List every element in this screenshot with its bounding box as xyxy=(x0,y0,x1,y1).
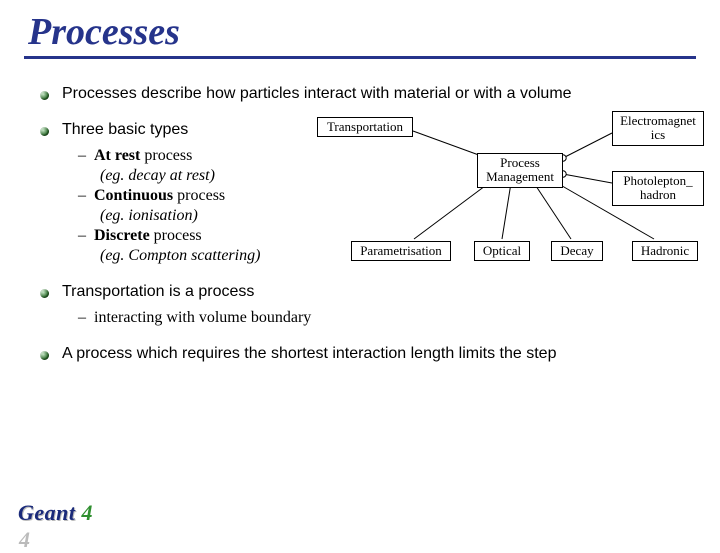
bullet-text: Transportation is a process xyxy=(62,283,254,300)
diagram-node-hadronic: Hadronic xyxy=(632,241,698,261)
sub-bold: Continuous xyxy=(94,187,173,204)
sub-bold: At rest xyxy=(94,147,140,164)
logo-brand: Geant xyxy=(18,500,76,525)
diagram-node-electromagnetics: Electromagnetics xyxy=(612,111,704,146)
diagram-node-decay: Decay xyxy=(551,241,603,261)
bullet-text: Processes describe how particles interac… xyxy=(62,85,572,102)
diagram-node-process-mgmt: ProcessManagement xyxy=(477,153,563,188)
sub-tail: process xyxy=(173,187,225,204)
process-diagram: Transportation Electromagnetics ProcessMan… xyxy=(309,111,704,321)
bullet-item: Processes describe how particles interac… xyxy=(40,85,696,103)
diagram-node-photolepton: Photolepton_hadron xyxy=(612,171,704,206)
sub-tail: interacting with volume boundary xyxy=(94,309,311,326)
diagram-node-optical: Optical xyxy=(474,241,530,261)
sub-bold: Discrete xyxy=(94,227,150,244)
diagram-node-transportation: Transportation xyxy=(317,117,413,137)
sub-tail: process xyxy=(150,227,202,244)
slide-title: Processes xyxy=(0,0,720,56)
footer-logo: Geant 4 Geant 4 xyxy=(18,500,93,526)
content-area: Processes describe how particles interac… xyxy=(0,59,720,363)
bullet-text: Three basic types xyxy=(62,121,188,138)
bullet-item: A process which requires the shortest in… xyxy=(40,345,696,363)
diagram-node-parametrisation: Parametrisation xyxy=(351,241,451,261)
title-text: Processes xyxy=(28,11,180,53)
sub-tail: process xyxy=(140,147,192,164)
bullet-text: A process which requires the shortest in… xyxy=(62,345,556,362)
logo-num: 4 xyxy=(82,500,94,525)
